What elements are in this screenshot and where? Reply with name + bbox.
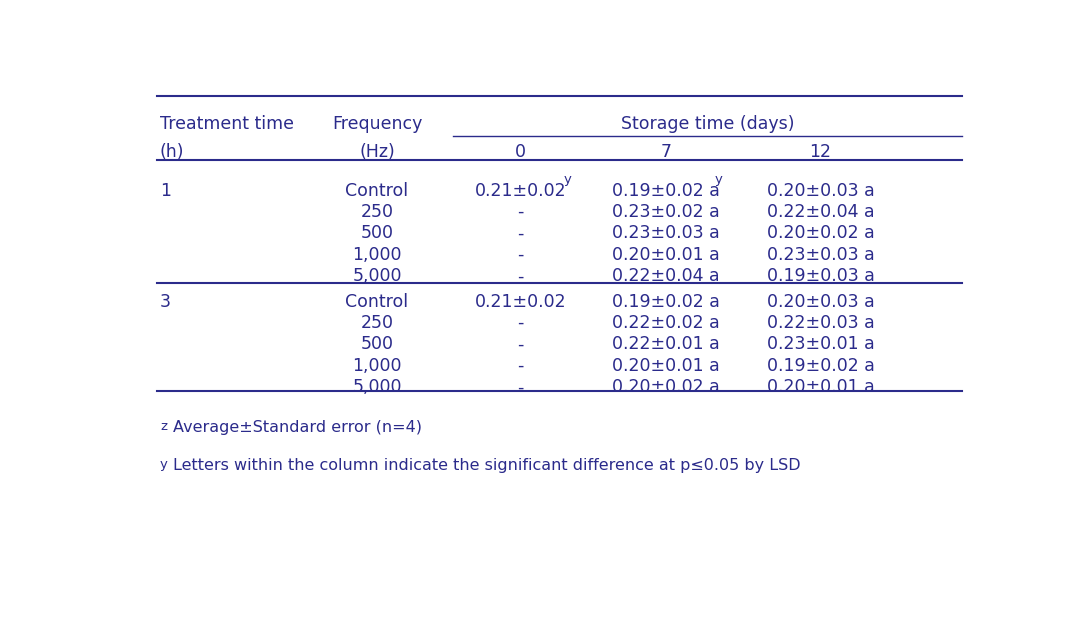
Text: 250: 250 xyxy=(361,203,393,221)
Text: 0.23±0.02 a: 0.23±0.02 a xyxy=(611,203,719,221)
Text: 0.19±0.02 a: 0.19±0.02 a xyxy=(611,293,719,311)
Text: 250: 250 xyxy=(361,314,393,332)
Text: 0.20±0.01 a: 0.20±0.01 a xyxy=(611,246,719,264)
Text: 0.20±0.03 a: 0.20±0.03 a xyxy=(766,181,874,199)
Text: 500: 500 xyxy=(361,225,393,243)
Text: -: - xyxy=(518,335,524,353)
Text: 0.20±0.02 a: 0.20±0.02 a xyxy=(766,225,874,243)
Text: 0.22±0.04 a: 0.22±0.04 a xyxy=(766,203,874,221)
Text: 0.23±0.01 a: 0.23±0.01 a xyxy=(766,335,874,353)
Text: 5,000: 5,000 xyxy=(352,267,402,285)
Text: 0.19±0.02 a: 0.19±0.02 a xyxy=(766,357,874,375)
Text: Control: Control xyxy=(346,181,409,199)
Text: (h): (h) xyxy=(160,144,184,162)
Text: y: y xyxy=(714,173,723,186)
Text: 12: 12 xyxy=(810,144,832,162)
Text: 1: 1 xyxy=(160,181,171,199)
Text: 0.19±0.03 a: 0.19±0.03 a xyxy=(766,267,874,285)
Text: 0.22±0.02 a: 0.22±0.02 a xyxy=(611,314,719,332)
Text: Letters within the column indicate the significant difference at p≤0.05 by LSD: Letters within the column indicate the s… xyxy=(172,458,800,473)
Text: -: - xyxy=(518,203,524,221)
Text: 0.23±0.03 a: 0.23±0.03 a xyxy=(611,225,719,243)
Text: 3: 3 xyxy=(160,293,171,311)
Text: 0.22±0.03 a: 0.22±0.03 a xyxy=(766,314,874,332)
Text: 1,000: 1,000 xyxy=(352,246,402,264)
Text: Treatment time: Treatment time xyxy=(160,115,294,133)
Text: 0.20±0.02 a: 0.20±0.02 a xyxy=(611,378,719,396)
Text: 0.22±0.04 a: 0.22±0.04 a xyxy=(613,267,719,285)
Text: -: - xyxy=(518,314,524,332)
Text: 0.20±0.01 a: 0.20±0.01 a xyxy=(611,357,719,375)
Text: (Hz): (Hz) xyxy=(359,144,395,162)
Text: 0.19±0.02 a: 0.19±0.02 a xyxy=(611,181,719,199)
Text: 0.20±0.03 a: 0.20±0.03 a xyxy=(766,293,874,311)
Text: Storage time (days): Storage time (days) xyxy=(621,115,795,133)
Text: Average±Standard error (n=4): Average±Standard error (n=4) xyxy=(172,420,422,435)
Text: 0.21±0.02: 0.21±0.02 xyxy=(475,181,567,199)
Text: y: y xyxy=(160,458,168,471)
Text: 1,000: 1,000 xyxy=(352,357,402,375)
Text: 0.21±0.02: 0.21±0.02 xyxy=(475,293,567,311)
Text: 5,000: 5,000 xyxy=(352,378,402,396)
Text: Control: Control xyxy=(346,293,409,311)
Text: 500: 500 xyxy=(361,335,393,353)
Text: -: - xyxy=(518,378,524,396)
Text: 0.22±0.01 a: 0.22±0.01 a xyxy=(611,335,719,353)
Text: -: - xyxy=(518,225,524,243)
Text: -: - xyxy=(518,357,524,375)
Text: z: z xyxy=(160,420,167,433)
Text: 0: 0 xyxy=(516,144,526,162)
Text: -: - xyxy=(518,246,524,264)
Text: -: - xyxy=(518,267,524,285)
Text: 0.20±0.01 a: 0.20±0.01 a xyxy=(766,378,874,396)
Text: 0.23±0.03 a: 0.23±0.03 a xyxy=(766,246,874,264)
Text: Frequency: Frequency xyxy=(331,115,422,133)
Text: 7: 7 xyxy=(661,144,671,162)
Text: y: y xyxy=(564,173,571,186)
